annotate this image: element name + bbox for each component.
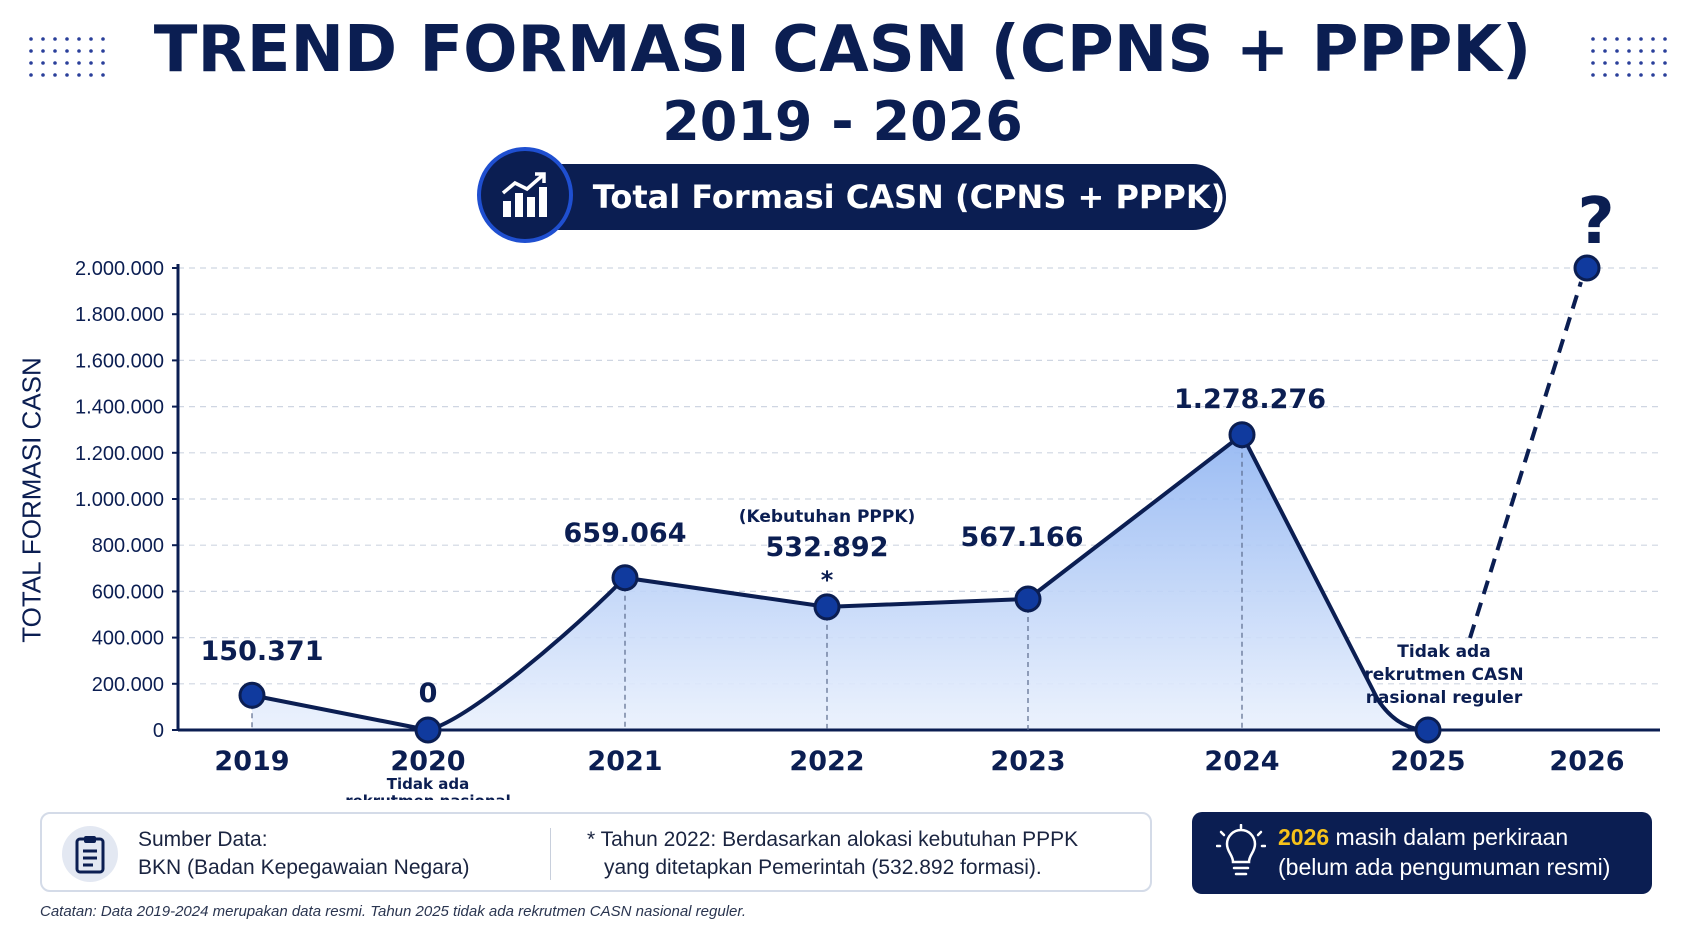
x-tick-label: 2020: [390, 746, 465, 777]
y-tick-label: 600.000: [92, 581, 164, 603]
data-point: [1014, 585, 1042, 613]
divider: [550, 828, 551, 880]
question-mark: ?: [1577, 185, 1614, 259]
source-label: Sumber Data:: [138, 828, 268, 851]
data-point: [238, 681, 266, 709]
note-2020: rekrutmen nasional: [345, 792, 511, 800]
dot-grid-left: [29, 37, 105, 77]
y-tick-label: 1.200.000: [75, 443, 164, 465]
projection-line: [1468, 281, 1583, 639]
note-line-2: yang ditetapkan Pemerintah (532.892 form…: [604, 856, 1042, 879]
x-tick-label: 2022: [789, 746, 864, 777]
source-box: Sumber Data: BKN (Badan Kepegawaian Nega…: [40, 812, 1152, 892]
note-2025: nasional reguler: [1366, 688, 1523, 708]
data-point: [1573, 254, 1601, 282]
asterisk-marker: *: [821, 566, 834, 594]
data-point: [1228, 421, 1256, 449]
data-label: 0: [419, 678, 438, 709]
x-tick-label: 2024: [1204, 746, 1279, 777]
x-tick-label: 2019: [214, 746, 289, 777]
page-subtitle: 2019 - 2026: [662, 90, 1023, 153]
page-title: TREND FORMASI CASN (CPNS + PPPK): [153, 13, 1532, 87]
trend-chart: 0 200.000 400.000 600.000 800.000 1.000.000 1.…: [75, 185, 1660, 800]
forecast-line-2: (belum ada pengumuman resmi): [1278, 854, 1611, 880]
dot-grid-right: [1591, 37, 1667, 77]
clipboard-icon: [62, 826, 118, 882]
y-tick-label: 1.000.000: [75, 489, 164, 511]
data-point: [414, 716, 442, 744]
y-tick-label: 1.600.000: [75, 350, 164, 372]
y-tick-label: 1.800.000: [75, 304, 164, 326]
y-tick-label: 800.000: [92, 535, 164, 557]
lightbulb-icon: [1216, 824, 1266, 876]
forecast-line-1: 2026 masih dalam perkiraan: [1278, 824, 1568, 851]
bar-chart-icon: [477, 147, 573, 243]
y-tick-label: 200.000: [92, 674, 164, 696]
data-label: 567.166: [961, 522, 1084, 553]
forecast-box: 2026 masih dalam perkiraan (belum ada pe…: [1192, 812, 1652, 894]
y-tick-label: 400.000: [92, 628, 164, 650]
forecast-year: 2026: [1278, 824, 1330, 850]
data-point: [611, 564, 639, 592]
forecast-text: masih dalam perkiraan: [1329, 824, 1569, 850]
data-label: 659.064: [564, 518, 687, 549]
note-2025: Tidak ada: [1397, 642, 1490, 662]
x-tick-label: 2026: [1549, 746, 1624, 777]
x-tick-label: 2021: [587, 746, 662, 777]
source-value: BKN (Badan Kepegawaian Negara): [138, 856, 470, 879]
data-point: [813, 593, 841, 621]
series-line: [251, 432, 1429, 732]
area-fill: [252, 434, 1428, 730]
footnote: Catatan: Data 2019-2024 merupakan data r…: [40, 903, 746, 920]
pre-label: (Kebutuhan PPPK): [739, 507, 916, 527]
data-point: [1414, 716, 1442, 744]
note-2025: rekrutmen CASN: [1364, 665, 1523, 685]
x-tick-label: 2025: [1390, 746, 1465, 777]
data-label: 150.371: [201, 636, 324, 667]
data-label: 1.278.276: [1174, 384, 1326, 415]
y-tick-label: 2.000.000: [75, 258, 164, 280]
x-tick-label: 2023: [990, 746, 1065, 777]
chart-title-pill: Total Formasi CASN (CPNS + PPPK): [518, 164, 1226, 230]
note-2020: Tidak ada: [387, 775, 469, 793]
data-label: 532.892: [766, 532, 889, 563]
y-tick-label: 0: [153, 720, 164, 742]
note-line-1: * Tahun 2022: Berdasarkan alokasi kebutu…: [587, 828, 1079, 851]
y-tick-label: 1.400.000: [75, 397, 164, 419]
